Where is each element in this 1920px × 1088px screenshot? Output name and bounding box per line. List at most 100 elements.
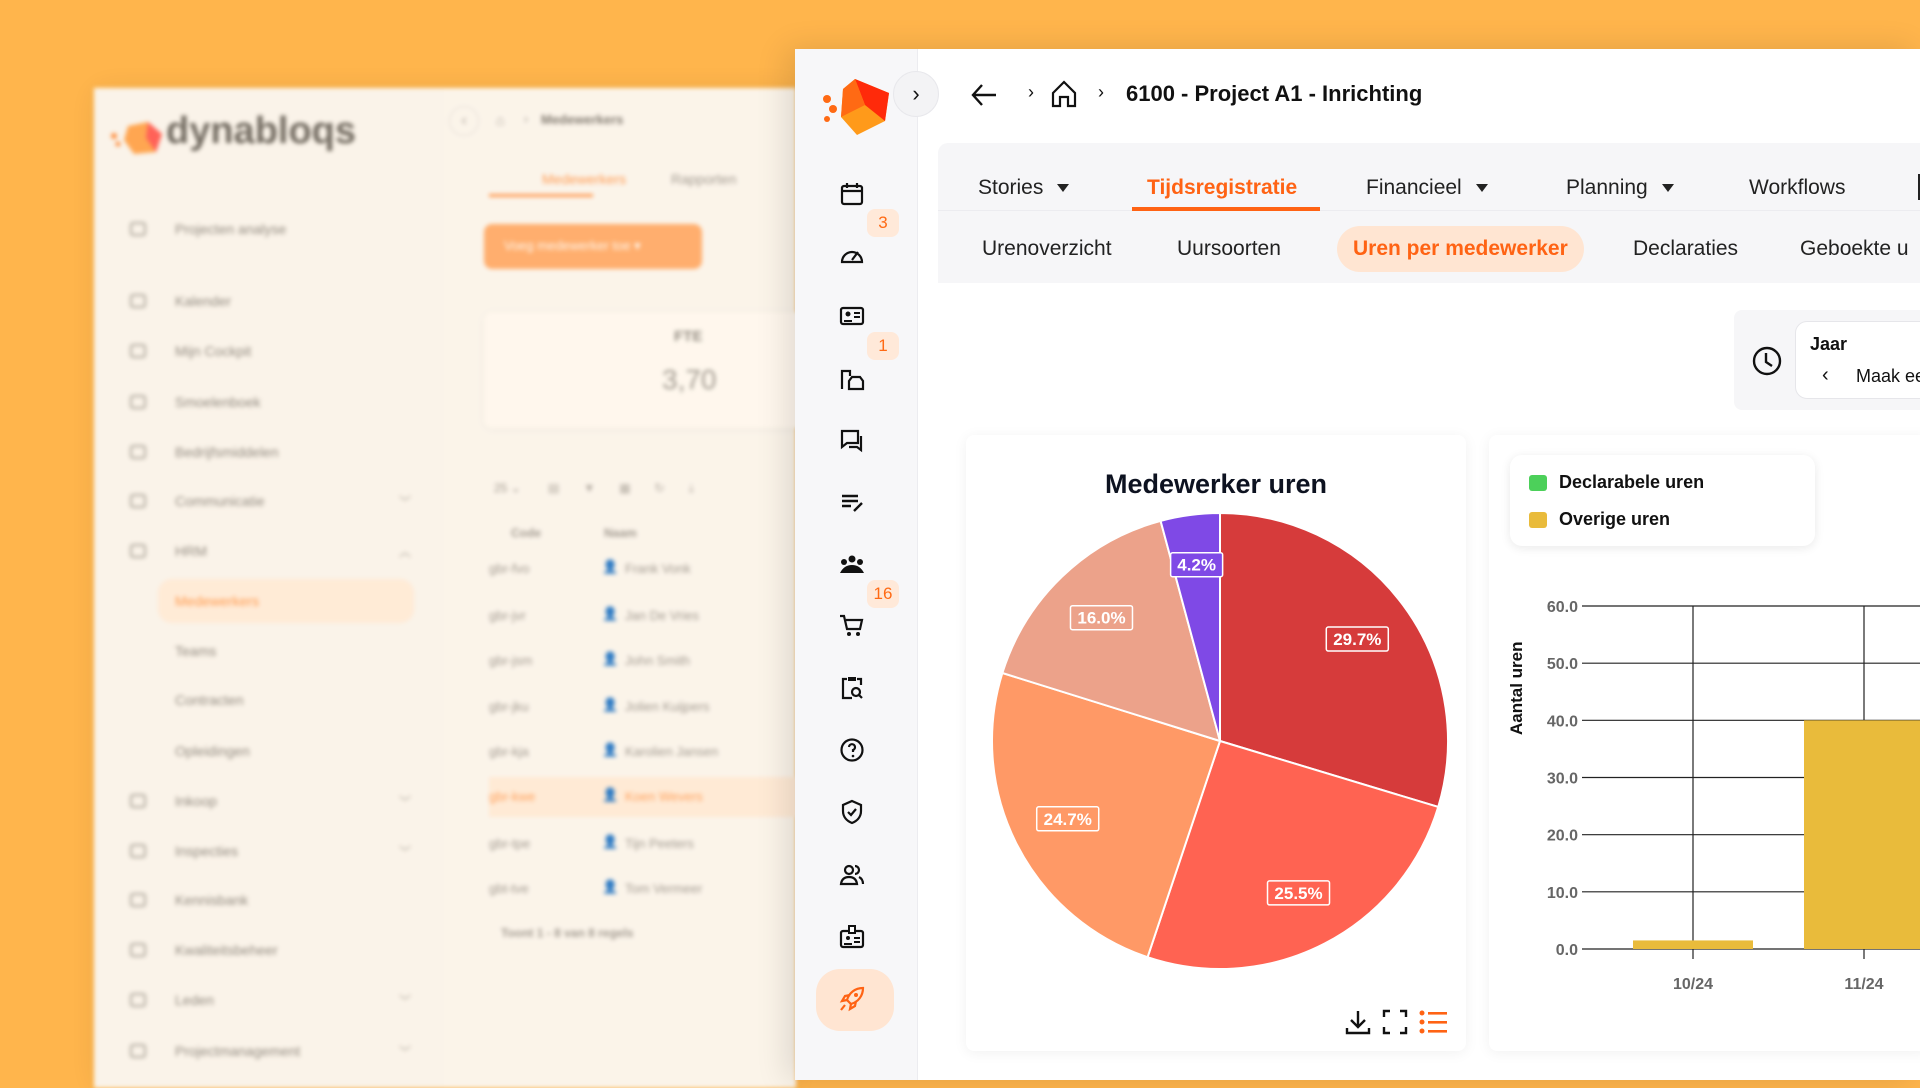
row-code: gbr-tpe: [489, 836, 531, 851]
legend-label-declarabele[interactable]: Declarabele uren: [1559, 472, 1705, 492]
legend-list-icon[interactable]: [1419, 1009, 1447, 1035]
expand-sidebar-button[interactable]: ›: [893, 71, 939, 117]
sidebar-item[interactable]: Kalender: [94, 286, 434, 316]
sidebar-item[interactable]: Bedrijfsmiddelen: [94, 437, 434, 467]
sidebar-item[interactable]: Projectmanagement ﹀: [94, 1036, 434, 1066]
clock-icon[interactable]: [1751, 345, 1783, 377]
row-name: John Smith: [625, 653, 691, 668]
table-row[interactable]: gbr-jsm 👤 John Smith: [489, 641, 799, 681]
fullscreen-icon[interactable]: [1382, 1009, 1408, 1035]
tab-stories[interactable]: Stories: [978, 165, 1070, 211]
sidebar-item[interactable]: Teams: [94, 636, 434, 666]
subtab-urenoverzicht[interactable]: Urenoverzicht: [982, 237, 1112, 260]
bar[interactable]: [1633, 940, 1753, 949]
calendar-icon[interactable]: [839, 181, 865, 207]
legend-label-overige[interactable]: Overige uren: [1559, 509, 1671, 529]
chevron-up-icon: ︿: [399, 544, 412, 559]
subtab-geboekte-uren[interactable]: Geboekte u: [1800, 237, 1909, 260]
chat-icon[interactable]: [839, 427, 865, 453]
cart-icon[interactable]: [839, 613, 865, 639]
sidebar-item-label: Leden: [175, 992, 214, 1008]
sidebar-item[interactable]: HRM ︿: [94, 536, 434, 566]
sidebar-item[interactable]: Inkoop ﹀: [94, 786, 434, 816]
badge-icon[interactable]: [839, 924, 865, 950]
sidebar-item[interactable]: Kennisbank: [94, 885, 434, 915]
pie-label: 4.2%: [1177, 556, 1216, 575]
tab-medewerkers[interactable]: Medewerkers: [542, 171, 627, 187]
sidebar-item[interactable]: Projecten analyse: [94, 214, 434, 244]
sidebar-item[interactable]: Smoelenboek: [94, 387, 434, 417]
back-arrow-icon[interactable]: [970, 82, 998, 108]
period-value: Maak ee: [1856, 366, 1920, 386]
tab-financieel[interactable]: Financieel: [1366, 165, 1488, 211]
home-icon[interactable]: [1051, 80, 1077, 108]
brand-name: dynabloqs: [166, 110, 357, 152]
tab-label: Planning: [1566, 176, 1648, 199]
table-row[interactable]: gbr-jku 👤 Jolien Kuijpers: [489, 687, 799, 727]
bar[interactable]: [1804, 720, 1920, 949]
collapse-sidebar-button[interactable]: ‹: [449, 106, 479, 136]
sidebar-item[interactable]: Leden ﹀: [94, 985, 434, 1015]
previous-period-button[interactable]: ‹: [1822, 364, 1829, 386]
row-code: gbr-jvr: [489, 608, 526, 623]
pie-slice[interactable]: [1146, 739, 1440, 970]
team-icon[interactable]: [839, 551, 865, 577]
tab-tijdsregistratie[interactable]: Tijdsregistratie: [1147, 165, 1297, 211]
tab-workflows[interactable]: Workflows: [1749, 165, 1845, 211]
sidebar-item[interactable]: Mijn Cockpit: [94, 336, 434, 366]
sidebar-item[interactable]: Kwaliteitsbeheer: [94, 935, 434, 965]
tab-rapporten[interactable]: Rapporten: [671, 171, 737, 187]
download-icon[interactable]: [1345, 1009, 1371, 1035]
tab-planning[interactable]: Planning: [1566, 165, 1674, 211]
table-row[interactable]: gbr-tpe 👤 Tijn Peeters: [489, 824, 799, 864]
table-row[interactable]: gbt-tve 👤 Tom Vermeer: [489, 869, 799, 909]
sidebar-item-icon: [130, 395, 146, 409]
edit-list-icon[interactable]: [839, 489, 865, 515]
page-title: 6100 - Project A1 - Inrichting: [1126, 81, 1423, 106]
sidebar-item[interactable]: Opleidingen: [94, 736, 434, 766]
subtab-declaraties[interactable]: Declaraties: [1633, 237, 1739, 260]
column-header-code[interactable]: Code: [511, 526, 541, 540]
sidebar-item-label: Projecten analyse: [175, 221, 287, 237]
building-car-icon[interactable]: [839, 365, 865, 391]
tab-overflow-partial: [1918, 174, 1920, 200]
sidebar-item[interactable]: Inspecties ﹀: [94, 836, 434, 866]
home-icon[interactable]: ⌂: [496, 112, 505, 128]
clipboard-search-icon[interactable]: [839, 675, 865, 701]
table-row[interactable]: gbr-fvo 👤 Frank Vonk: [489, 549, 799, 589]
add-employee-button[interactable]: Voeg medewerker toe ▾: [484, 224, 702, 269]
page-size-select[interactable]: 25 ⌄: [494, 481, 521, 495]
pie-chart-card: Medewerker uren 29.7% 25.5% 24.7% 16.0% 4.2%: [966, 435, 1466, 1051]
gauge-icon[interactable]: [839, 242, 865, 268]
pie-slice[interactable]: [1219, 511, 1449, 809]
column-header-naam[interactable]: Naam: [604, 526, 637, 540]
row-name: Tijn Peeters: [625, 836, 694, 851]
sidebar-item[interactable]: Medewerkers: [158, 579, 414, 623]
subtab-uren-per-medewerker[interactable]: Uren per medewerker: [1337, 226, 1584, 272]
pie-slice[interactable]: [991, 671, 1222, 959]
y-tick-label: 50.0: [1547, 656, 1578, 673]
sidebar-item[interactable]: Contracten: [94, 685, 434, 715]
y-tick-label: 10.0: [1547, 885, 1578, 902]
sidebar-item-label: Kennisbank: [175, 892, 249, 908]
subtab-uursoorten[interactable]: Uursoorten: [1177, 237, 1281, 260]
tab-label: Financieel: [1366, 176, 1462, 199]
period-select[interactable]: Jaar ‹ Maak ee: [1795, 321, 1920, 399]
tab-divider: [938, 210, 1920, 211]
table-row[interactable]: gbr-kja 👤 Karolien Jansen: [489, 732, 799, 772]
sidebar-item-icon: [130, 893, 146, 907]
bar-chart: 0.0 10.0 20.0 30.0 40.0 50.0 60.0 10/24 11/24: [1547, 599, 1920, 993]
pie-slice[interactable]: [1001, 519, 1222, 743]
users-icon[interactable]: [839, 862, 865, 888]
sidebar-item[interactable]: Communicatie ﹀: [94, 486, 434, 516]
rocket-icon[interactable]: [839, 986, 865, 1012]
shield-check-icon[interactable]: [839, 799, 865, 825]
help-icon[interactable]: [839, 737, 865, 763]
row-code: gbr-fvo: [489, 561, 530, 576]
sidebar-item-icon: [130, 794, 146, 808]
id-card-icon[interactable]: [839, 303, 865, 329]
table-row[interactable]: gbr-jvr 👤 Jan De Vries: [489, 596, 799, 636]
sidebar-item-icon: [130, 993, 146, 1007]
table-row[interactable]: gbr-kwe 👤 Koen Wevers: [489, 777, 799, 817]
table-toolbar-icons[interactable]: ▤▼▦↻⤓: [548, 481, 718, 495]
